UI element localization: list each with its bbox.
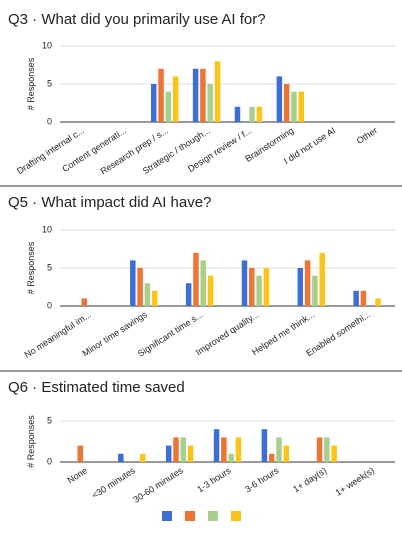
bar [276,437,282,462]
bar [172,76,179,122]
bar [207,84,213,122]
bar [256,106,263,122]
bar [221,437,227,462]
y-tick-label: 10 [42,224,52,234]
bar [150,84,157,122]
bar [312,275,318,306]
y-tick-label: 0 [47,300,52,310]
bar [263,268,270,306]
bar [297,268,304,306]
x-tick-label: <30 minutes [90,465,137,500]
y-tick-label: 5 [47,78,52,88]
x-tick-label: 30-60 minutes [131,465,185,505]
bar [291,91,297,122]
bar [187,445,194,462]
bar [173,437,179,462]
x-tick-label: Other [355,125,379,146]
bar [228,453,234,462]
bar [77,445,84,462]
bar [185,283,192,306]
bar [249,106,255,122]
bar [151,290,158,306]
x-tick-label: Drafting internal c... [15,125,86,176]
bar [319,252,325,306]
legend-swatch [185,511,195,521]
bar [331,445,337,462]
bar [200,260,206,306]
bar [235,437,242,462]
bar [207,275,214,306]
bar [304,260,311,306]
x-tick-label: 1+ week(s) [334,465,377,498]
bar [298,91,305,122]
bar [375,298,381,306]
bar [324,437,330,462]
bar [81,298,88,306]
bar [353,290,359,306]
bar [139,453,146,462]
bar [137,268,143,306]
bar [130,260,136,306]
y-axis-label: # Responses [26,241,36,294]
x-tick-label: 1-3 hours [195,465,233,494]
bar [234,106,241,122]
bar [283,445,290,462]
bar [200,68,206,122]
y-tick-label: 5 [47,262,52,272]
bar [165,445,172,462]
y-tick-label: 0 [47,456,52,466]
legend-swatch [162,511,172,521]
chart-title: Q5 · What impact did AI have? [8,194,211,211]
legend-swatch [208,511,218,521]
bar [193,252,199,306]
y-tick-label: 0 [47,116,52,126]
y-tick-label: 10 [42,40,52,50]
bar [268,453,275,462]
chart-title: Q6 · Estimated time saved [8,379,185,396]
x-tick-label: 1+ day(s) [291,465,328,494]
bar [249,268,255,306]
bar [256,275,262,306]
chart-title: Q3 · What did you primarily use AI for? [8,11,266,28]
bar [214,61,221,122]
bar [192,68,199,122]
bar [261,429,268,462]
bar [316,437,323,462]
bar [360,290,367,306]
bar [118,453,124,462]
bar [213,429,220,462]
bar [158,68,164,122]
y-axis-label: # Responses [26,57,36,110]
bar [283,84,290,122]
x-tick-label: None [66,465,89,485]
y-axis-label: # Responses [26,415,36,468]
bar [276,76,283,122]
x-tick-label: 3-6 hours [243,465,281,494]
bar [180,437,187,462]
bar [165,91,172,122]
bar [241,260,248,306]
legend-swatch [231,511,241,521]
bar [144,283,151,306]
y-tick-label: 5 [47,415,52,425]
